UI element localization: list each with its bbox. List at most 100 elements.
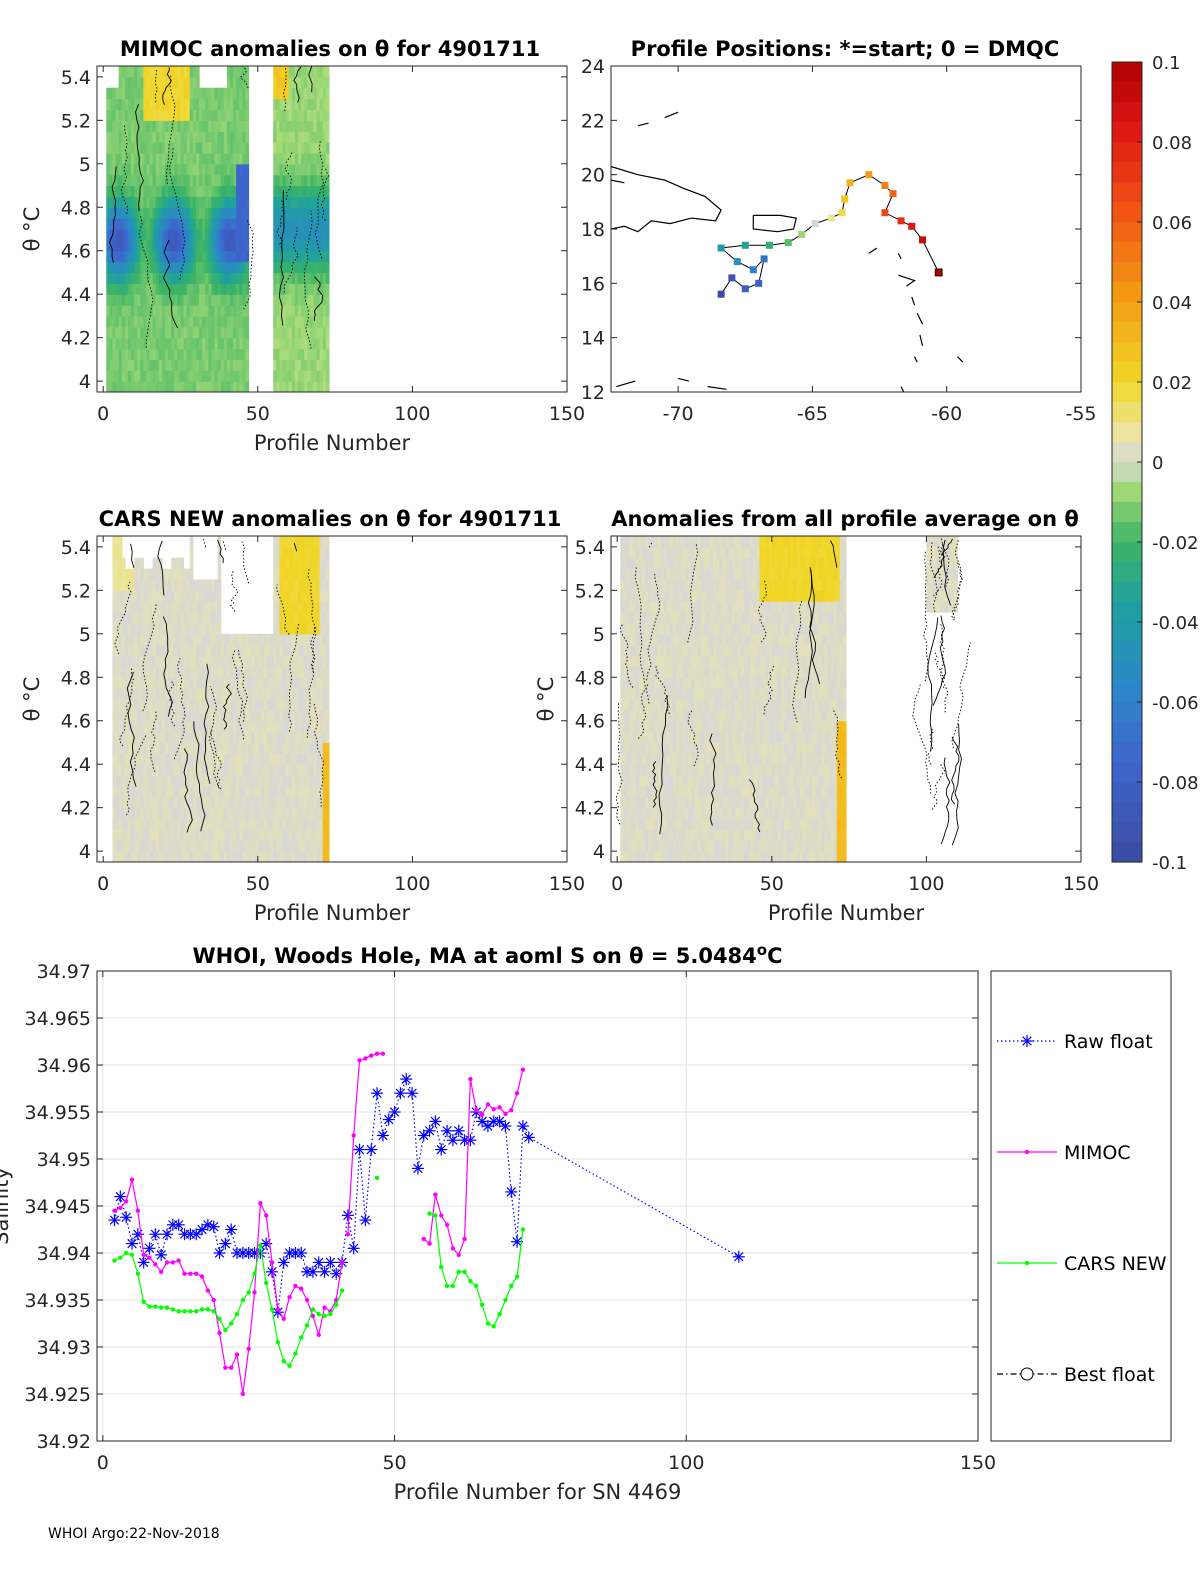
- heatmap-cell: [149, 775, 154, 787]
- heatmap-cell: [171, 294, 175, 306]
- heatmap-cell: [685, 731, 689, 744]
- heatmap-cell: [192, 261, 197, 274]
- heatmap-cell: [233, 775, 237, 787]
- heatmap-cell: [285, 239, 290, 252]
- heatmap-cell: [316, 315, 321, 328]
- heatmap-cell: [183, 720, 188, 733]
- heatmap-cell: [239, 315, 243, 328]
- heatmap-cell: [205, 709, 209, 722]
- heatmap-cell: [703, 796, 708, 809]
- heatmap-cell: [195, 87, 200, 100]
- heatmap-cell: [233, 239, 237, 252]
- heatmap-cell: [202, 337, 206, 350]
- heatmap-cell: [282, 98, 287, 111]
- heatmap-cell: [703, 720, 708, 733]
- heatmap-cell: [663, 753, 668, 765]
- heatmap-cell: [140, 370, 144, 382]
- heatmap-cell: [313, 337, 318, 350]
- heatmap-cell: [304, 829, 308, 841]
- heatmap-cell: [239, 207, 243, 219]
- heatmap-cell: [149, 174, 154, 187]
- heatmap-cell: [310, 546, 315, 559]
- heatmap-cell: [648, 536, 652, 548]
- heatmap-cell: [638, 677, 643, 689]
- heatmap-cell: [629, 666, 634, 678]
- heatmap-cell: [149, 612, 154, 624]
- heatmap-cell: [276, 185, 281, 197]
- heatmap-cell: [279, 348, 284, 360]
- heatmap-cell: [245, 753, 250, 765]
- heatmap-cell: [155, 131, 160, 143]
- heatmap-cell: [223, 142, 228, 154]
- heatmap-cell: [127, 315, 132, 328]
- heatmap-cell: [112, 536, 117, 548]
- heatmap-cell: [304, 261, 308, 274]
- heatmap-cell: [202, 590, 206, 602]
- heatmap-cell: [124, 688, 129, 700]
- heatmap-cell: [301, 272, 305, 284]
- heatmap-cell: [675, 568, 680, 581]
- heatmap-cell: [660, 622, 665, 635]
- heatmap-cell: [291, 568, 296, 581]
- heatmap-cell: [654, 709, 658, 722]
- heatmap-cell: [217, 261, 222, 274]
- heatmap-cell: [229, 239, 234, 252]
- heatmap-cell: [180, 261, 185, 274]
- heatmap-cell: [186, 666, 191, 678]
- heatmap-cell: [641, 546, 646, 559]
- heatmap-cell: [282, 644, 287, 657]
- y-tick-label: 4.2: [61, 798, 91, 820]
- heatmap-cell: [626, 829, 631, 841]
- heatmap-cell: [152, 677, 157, 689]
- heatmap-cell: [192, 644, 197, 657]
- heatmap-cell: [118, 688, 123, 700]
- heatmap-cell: [700, 590, 705, 602]
- heatmap-cell: [626, 590, 631, 602]
- heatmap-cell: [307, 66, 311, 78]
- heatmap-cell: [307, 764, 311, 776]
- heatmap-cell: [174, 239, 178, 252]
- heatmap-cell: [140, 359, 144, 371]
- heatmap-cell: [220, 359, 225, 371]
- heatmap-cell: [214, 666, 219, 678]
- heatmap-cell: [208, 163, 213, 176]
- heatmap-cell: [294, 174, 299, 187]
- heatmap-cell: [248, 840, 253, 852]
- heatmap-cell: [202, 633, 206, 646]
- heatmap-cell: [109, 142, 114, 154]
- heatmap-cell: [146, 229, 151, 241]
- heatmap-cell: [325, 196, 330, 208]
- heatmap-cell: [124, 294, 129, 306]
- heatmap-cell: [236, 720, 240, 733]
- heatmap-cell: [691, 557, 696, 570]
- heatmap-cell: [143, 283, 148, 295]
- heatmap-cell: [118, 348, 123, 360]
- heatmap-cell: [137, 305, 141, 317]
- heatmap-cell: [131, 142, 135, 154]
- heatmap-cell: [121, 66, 126, 78]
- heatmap-cell: [202, 775, 206, 787]
- heatmap-cell: [691, 796, 696, 809]
- heatmap-cell: [248, 807, 253, 820]
- heatmap-cell: [195, 272, 200, 284]
- heatmap-cell: [282, 633, 287, 646]
- heatmap-cell: [685, 688, 689, 700]
- heatmap-cell: [270, 807, 274, 820]
- heatmap-cell: [242, 753, 247, 765]
- heatmap-cell: [297, 229, 302, 241]
- heatmap-cell: [648, 840, 652, 852]
- heatmap-cell: [297, 796, 302, 809]
- heatmap-cell: [115, 677, 120, 689]
- heatmap-cell: [192, 120, 197, 132]
- heatmap-cell: [700, 633, 705, 646]
- heatmap-cell: [121, 633, 126, 646]
- heatmap-cell: [112, 655, 117, 667]
- heatmap-cell: [161, 742, 166, 754]
- heatmap-cell: [214, 370, 219, 382]
- heatmap-cell: [146, 87, 151, 100]
- heatmap-cell: [623, 633, 628, 646]
- heatmap-cell: [635, 601, 640, 613]
- heatmap-cell: [177, 66, 182, 78]
- heatmap-cell: [675, 688, 680, 700]
- heatmap-cell: [288, 283, 293, 295]
